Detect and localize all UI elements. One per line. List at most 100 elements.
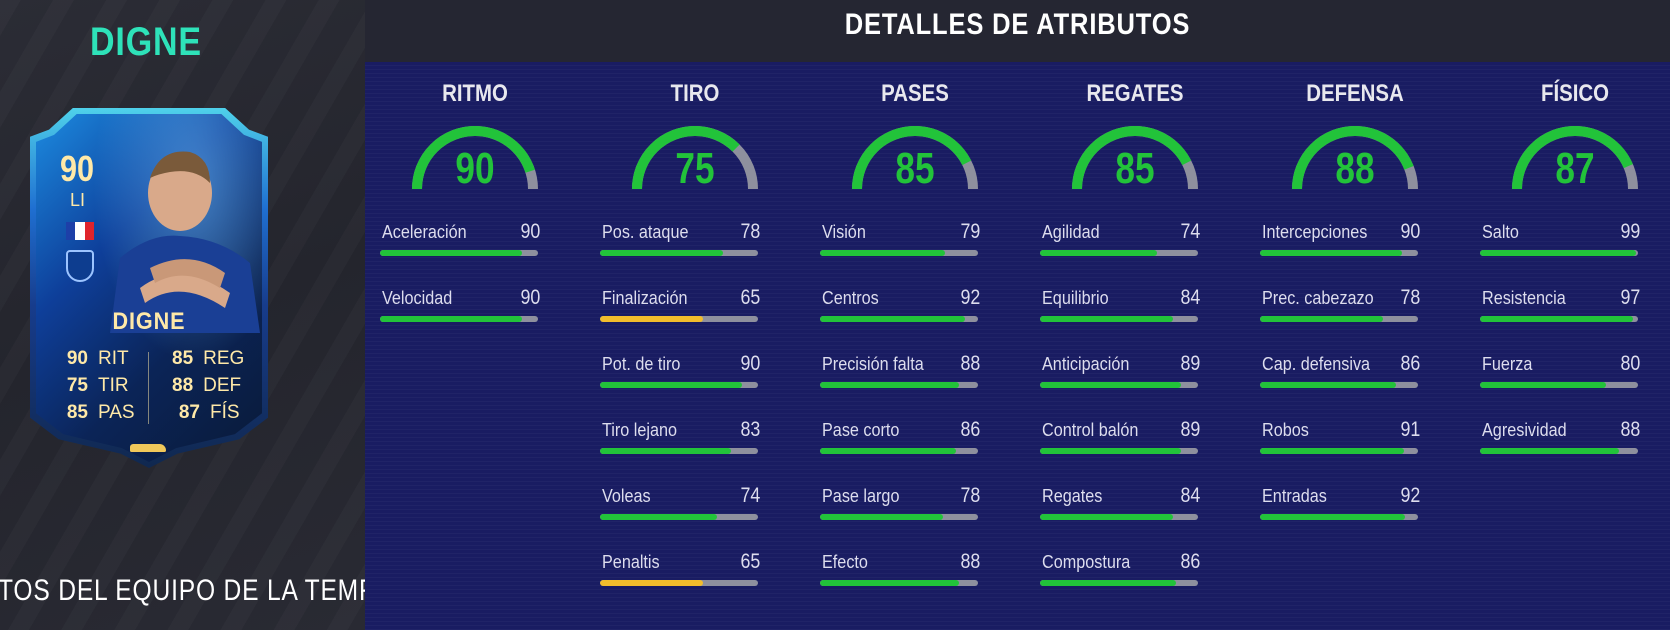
attribute-value: 78 bbox=[1400, 286, 1420, 309]
attribute-row[interactable]: Equilibrio 84 bbox=[1040, 286, 1200, 328]
attribute-bar-fill bbox=[820, 382, 960, 388]
attribute-bar-fill bbox=[1260, 316, 1384, 322]
attribute-value: 90 bbox=[520, 220, 540, 243]
attribute-row[interactable]: Compostura 86 bbox=[1040, 550, 1200, 592]
attribute-bar-fill bbox=[380, 316, 523, 322]
attribute-bar-fill bbox=[1480, 250, 1637, 256]
attribute-value: 78 bbox=[960, 484, 980, 507]
attribute-value: 88 bbox=[960, 550, 980, 573]
attribute-row[interactable]: Agilidad 74 bbox=[1040, 220, 1200, 262]
attribute-row[interactable]: Intercepciones 90 bbox=[1260, 220, 1420, 262]
attribute-name: Anticipación bbox=[1042, 354, 1130, 374]
attribute-row[interactable]: Tiro lejano 83 bbox=[600, 418, 760, 460]
attribute-value: 91 bbox=[1400, 418, 1420, 441]
attribute-bar-fill bbox=[1040, 316, 1173, 322]
attribute-row[interactable]: Resistencia 97 bbox=[1480, 286, 1640, 328]
attribute-row[interactable]: Voleas 74 bbox=[600, 484, 760, 526]
attribute-value: 99 bbox=[1620, 220, 1640, 243]
attribute-row[interactable]: Precisión falta 88 bbox=[820, 352, 980, 394]
attribute-bar-fill bbox=[600, 580, 703, 586]
attribute-row[interactable]: Control balón 89 bbox=[1040, 418, 1200, 460]
attribute-bar-fill bbox=[1040, 514, 1173, 520]
attribute-bar-fill bbox=[600, 382, 743, 388]
attribute-bar bbox=[600, 382, 758, 388]
attribute-value: 92 bbox=[960, 286, 980, 309]
attribute-value: 84 bbox=[1180, 484, 1200, 507]
category-value: 85 bbox=[1115, 144, 1155, 193]
attribute-value: 89 bbox=[1180, 418, 1200, 441]
attribute-name: Pos. ataque bbox=[602, 222, 689, 242]
player-panel: DIGNE 90 LI DIGNE 90 RIT 85 REG 75 TIR 88 DE… bbox=[0, 0, 365, 630]
attribute-row[interactable]: Pase largo 78 bbox=[820, 484, 980, 526]
attribute-bar bbox=[1040, 448, 1198, 454]
attribute-bar bbox=[600, 448, 758, 454]
attribute-bar bbox=[380, 316, 538, 322]
category-2: PASES 85 Visión 79 Centros 92 Precisión falta 8… bbox=[805, 62, 1025, 630]
card-stat-value: 75 bbox=[66, 375, 88, 396]
attribute-row[interactable]: Finalización 65 bbox=[600, 286, 760, 328]
category-name: RITMO bbox=[442, 80, 508, 107]
attribute-bar-fill bbox=[1480, 448, 1620, 454]
attribute-row[interactable]: Regates 84 bbox=[1040, 484, 1200, 526]
attribute-row[interactable]: Fuerza 80 bbox=[1480, 352, 1640, 394]
category-value: 90 bbox=[455, 144, 495, 193]
attribute-row[interactable]: Efecto 88 bbox=[820, 550, 980, 592]
card-stat-label: REG bbox=[203, 348, 245, 369]
attribute-row[interactable]: Centros 92 bbox=[820, 286, 980, 328]
category-gauge-icon bbox=[1072, 126, 1198, 190]
attribute-bar-fill bbox=[1260, 448, 1404, 454]
attribute-bar bbox=[600, 250, 758, 256]
attribute-row[interactable]: Salto 99 bbox=[1480, 220, 1640, 262]
attribute-bar bbox=[820, 316, 978, 322]
attribute-row[interactable]: Anticipación 89 bbox=[1040, 352, 1200, 394]
category-5: FÍSICO 87 Salto 99 Resistencia 97 Fuerza 80 Agre… bbox=[1465, 62, 1670, 630]
attribute-bar bbox=[1260, 316, 1418, 322]
attribute-row[interactable]: Pot. de tiro 90 bbox=[600, 352, 760, 394]
attribute-name: Precisión falta bbox=[822, 354, 924, 374]
attribute-bar-fill bbox=[820, 580, 960, 586]
player-card[interactable]: 90 LI DIGNE 90 RIT 85 REG 75 TIR 88 DEF 85 PA bbox=[30, 108, 268, 468]
attribute-row[interactable]: Robos 91 bbox=[1260, 418, 1420, 460]
attribute-row[interactable]: Aceleración 90 bbox=[380, 220, 540, 262]
attribute-value: 79 bbox=[960, 220, 980, 243]
attribute-bar bbox=[1260, 382, 1418, 388]
attribute-name: Pot. de tiro bbox=[602, 354, 681, 374]
attribute-name: Pase largo bbox=[822, 486, 900, 506]
attribute-bar bbox=[1480, 316, 1638, 322]
card-stat-value: 88 bbox=[172, 375, 194, 396]
attribute-row[interactable]: Prec. cabezazo 78 bbox=[1260, 286, 1420, 328]
attribute-bar bbox=[1040, 250, 1198, 256]
attribute-row[interactable]: Pase corto 86 bbox=[820, 418, 980, 460]
attribute-bar bbox=[1040, 580, 1198, 586]
attribute-bar-fill bbox=[820, 250, 945, 256]
category-gauge-icon bbox=[412, 126, 538, 190]
category-1: TIRO 75 Pos. ataque 78 Finalización 65 Pot. de… bbox=[585, 62, 805, 630]
category-value: 87 bbox=[1555, 144, 1595, 193]
attribute-bar bbox=[1260, 448, 1418, 454]
attribute-value: 88 bbox=[1620, 418, 1640, 441]
card-position: LI bbox=[70, 190, 86, 210]
attribute-bar bbox=[1480, 448, 1638, 454]
attributes-grid: RITMO 90 Aceleración 90 Velocidad 90 TIRO 75 Pos… bbox=[365, 62, 1670, 630]
attribute-value: 65 bbox=[740, 550, 760, 573]
category-gauge-icon bbox=[852, 126, 978, 190]
attribute-row[interactable]: Cap. defensiva 86 bbox=[1260, 352, 1420, 394]
attribute-value: 90 bbox=[740, 352, 760, 375]
attribute-bar-fill bbox=[1260, 382, 1396, 388]
attribute-row[interactable]: Pos. ataque 78 bbox=[600, 220, 760, 262]
attribute-value: 86 bbox=[960, 418, 980, 441]
attribute-value: 88 bbox=[960, 352, 980, 375]
attribute-bar-fill bbox=[1260, 250, 1403, 256]
attribute-value: 86 bbox=[1400, 352, 1420, 375]
attribute-row[interactable]: Agresividad 88 bbox=[1480, 418, 1640, 460]
attribute-row[interactable]: Velocidad 90 bbox=[380, 286, 540, 328]
attribute-bar bbox=[600, 514, 758, 520]
card-stats-divider bbox=[148, 352, 149, 424]
attribute-name: Agilidad bbox=[1042, 222, 1100, 242]
attribute-row[interactable]: Entradas 92 bbox=[1260, 484, 1420, 526]
attribute-bar-fill bbox=[1040, 448, 1181, 454]
attribute-row[interactable]: Penaltis 65 bbox=[600, 550, 760, 592]
attribute-bar bbox=[1480, 382, 1638, 388]
attribute-row[interactable]: Visión 79 bbox=[820, 220, 980, 262]
attribute-bar-fill bbox=[820, 448, 956, 454]
